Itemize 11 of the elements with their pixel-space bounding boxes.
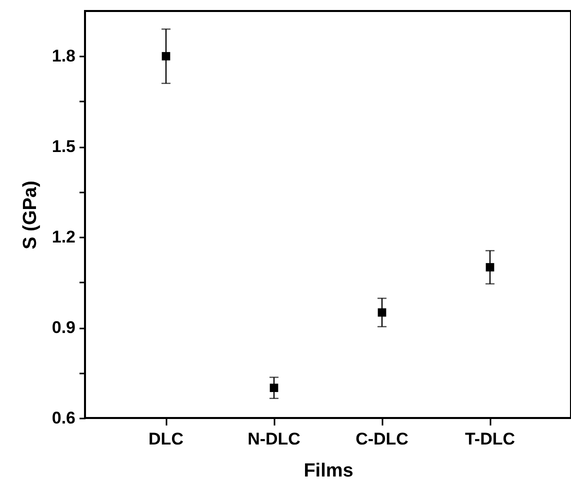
y-tick-label: 0.6 <box>52 408 76 428</box>
y-tick-label: 1.2 <box>52 228 76 247</box>
x-axis-title: Films <box>304 460 354 482</box>
x-tick-label: C-DLC <box>356 430 408 448</box>
y-tick-label: 1.8 <box>52 46 76 66</box>
y-tick-label: 1.5 <box>52 137 76 156</box>
y-axis-title: S (GPa) <box>20 180 41 250</box>
x-tick-label: T-DLC <box>464 430 516 448</box>
x-tick-label: DLC <box>148 430 184 448</box>
x-tick-label: N-DLC <box>248 430 300 448</box>
y-tick-label: 0.9 <box>52 318 76 338</box>
